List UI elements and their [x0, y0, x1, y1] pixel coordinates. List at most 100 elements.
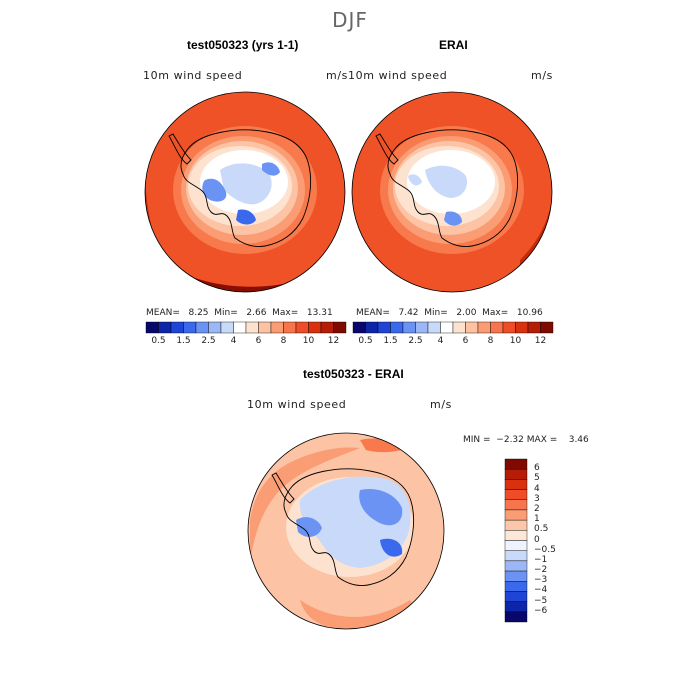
obs-min-value: 2.00 [456, 308, 477, 318]
obs-colorbar-swatch [490, 321, 504, 334]
diff-colorbar-swatch [504, 499, 528, 511]
obs-stats: MEAN= 7.42 Min= 2.00 Max= 10.96 [356, 308, 543, 318]
diff-colorbar-swatch [504, 560, 528, 572]
model-colorbar-swatch [245, 321, 259, 334]
model-colorbar-tick: 8 [280, 336, 287, 346]
obs-colorbar-swatch [452, 321, 466, 334]
model-min-value: 2.66 [246, 308, 267, 318]
diff-colorbar-swatch [504, 540, 528, 551]
model-colorbar-tick: 2.5 [201, 336, 216, 346]
diff-strong-negative [380, 538, 403, 557]
diff-colorbar-tick: 4 [534, 483, 540, 494]
diff-units-label: m/s [430, 398, 452, 411]
model-colorbar-swatch [195, 321, 209, 334]
obs-colorbar-swatch [440, 321, 454, 334]
model-colorbar-tick: 12 [327, 336, 340, 346]
diff-min-value: −2.32 [496, 435, 524, 445]
diff-colorbar-tick: 1 [534, 514, 540, 525]
diff-colorbar-swatch [504, 550, 528, 562]
obs-mean-value: 7.42 [398, 308, 419, 318]
model-colorbar-tick: 4 [230, 336, 237, 346]
obs-colorbar-swatch [527, 321, 541, 334]
model-interior-blue-ross [236, 209, 256, 225]
diff-negative-west [296, 517, 322, 537]
obs-colorbar-swatch [502, 321, 516, 334]
obs-colorbar-swatch [402, 321, 416, 334]
obs-max-label: Max= [482, 308, 509, 318]
obs-colorbar-swatch [465, 321, 479, 334]
diff-colorbar-tick: −4 [534, 585, 548, 596]
obs-colorbar-tick: 0.5 [358, 336, 373, 346]
diff-map [248, 433, 444, 629]
obs-colorbar-swatch [377, 321, 391, 334]
diff-panel-title: test050323 - ERAI [303, 367, 404, 381]
obs-units-label: m/s [531, 69, 553, 82]
model-colorbar-swatch [145, 321, 159, 334]
obs-colorbar-tick: 2.5 [408, 336, 423, 346]
diff-max-value: 3.46 [568, 435, 589, 445]
diff-colorbar-tick: 6 [534, 463, 540, 474]
obs-panel-title: ERAI [439, 38, 468, 52]
model-interior-blue-west [202, 178, 227, 202]
model-colorbar-swatch [283, 321, 297, 334]
diff-colorbar-tick: −5 [534, 595, 548, 606]
obs-colorbar [352, 321, 554, 334]
diff-colorbar-tick: 0.5 [534, 524, 549, 535]
obs-colorbar-swatch [515, 321, 529, 334]
diff-colorbar-swatch [504, 468, 528, 480]
obs-colorbar-swatch [352, 321, 366, 334]
diff-colorbar-swatch [504, 581, 528, 592]
obs-colorbar-tick: 8 [487, 336, 494, 346]
model-max-label: Max= [272, 308, 299, 318]
model-colorbar-tick: 1.5 [176, 336, 191, 346]
model-colorbar [145, 321, 347, 334]
model-colorbar-swatch [333, 321, 347, 334]
model-colorbar-swatch [233, 321, 247, 334]
diff-colorbar-swatch [504, 458, 528, 470]
obs-colorbar-tick: 4 [437, 336, 444, 346]
diff-colorbar-swatch [504, 611, 528, 623]
diff-colorbar-swatch [504, 530, 528, 541]
model-colorbar-swatch [320, 321, 334, 334]
diff-colorbar-tick: 3 [534, 493, 540, 504]
diff-colorbar-swatch [504, 509, 528, 521]
model-colorbar-swatch [308, 321, 322, 334]
diff-colorbar-tick: −1 [534, 554, 548, 565]
obs-variable-label: 10m wind speed [348, 69, 448, 82]
obs-colorbar-tick: 1.5 [383, 336, 398, 346]
diff-max-label: MAX = [526, 435, 558, 445]
diff-negative-east [359, 488, 403, 526]
model-colorbar-swatch [258, 321, 272, 334]
diff-min-label: MIN = [463, 435, 491, 445]
obs-map-border [351, 91, 553, 293]
obs-colorbar-tick: 12 [534, 336, 547, 346]
model-colorbar-swatch [270, 321, 284, 334]
obs-colorbar-swatch [427, 321, 441, 334]
model-map-border [144, 91, 346, 293]
model-interior-blue-east [262, 162, 280, 176]
model-units-label: m/s [326, 69, 348, 82]
obs-interior-blue-ross [444, 211, 462, 226]
model-mean-value: 8.25 [188, 308, 209, 318]
model-colorbar-swatch [208, 321, 222, 334]
diff-strong-positive-north [360, 438, 410, 453]
obs-colorbar-swatch [540, 321, 554, 334]
model-interior-lightblue [220, 163, 272, 205]
obs-colorbar-swatch [390, 321, 404, 334]
diff-colorbar-tick: 5 [534, 473, 540, 484]
model-colorbar-swatch [183, 321, 197, 334]
diff-colorbar-swatch [504, 479, 528, 490]
model-colorbar-tick: 6 [255, 336, 262, 346]
model-panel-title: test050323 (yrs 1-1) [187, 38, 299, 52]
model-max-value: 13.31 [306, 308, 333, 318]
diff-stats: MIN = −2.32 MAX = 3.46 [463, 435, 589, 445]
diff-colorbar-tick: 0 [534, 534, 540, 545]
model-colorbar-tick: 10 [302, 336, 315, 346]
diff-colorbar-swatch [504, 601, 528, 613]
model-colorbar-swatch [220, 321, 234, 334]
model-variable-label: 10m wind speed [143, 69, 243, 82]
model-colorbar-swatch [158, 321, 172, 334]
model-mean-label: MEAN= [146, 308, 180, 318]
obs-mean-label: MEAN= [356, 308, 390, 318]
